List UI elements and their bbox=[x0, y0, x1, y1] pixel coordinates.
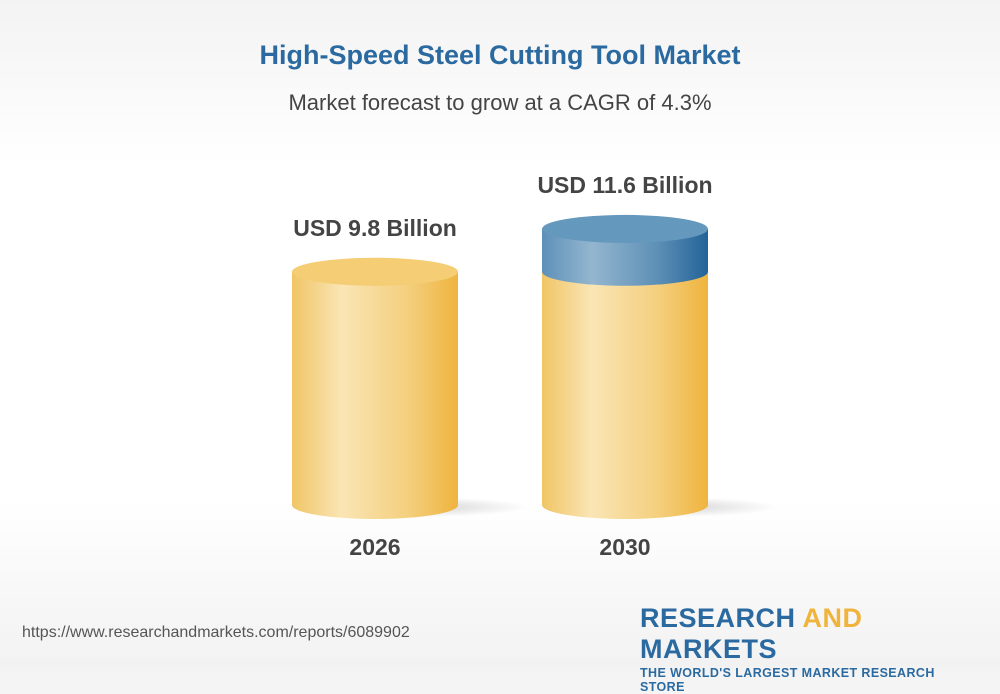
cylinder-top bbox=[542, 214, 708, 243]
x-tick-label: 2026 bbox=[349, 534, 400, 560]
chart-subtitle: Market forecast to grow at a CAGR of 4.3… bbox=[288, 90, 712, 115]
cylinder-body-2026 bbox=[292, 271, 458, 519]
research-and-markets-logo: RESEARCH AND MARKETS THE WORLD'S LARGEST… bbox=[640, 603, 935, 694]
cylinder-growth-segment bbox=[542, 228, 708, 286]
x-tick-label: 2030 bbox=[599, 534, 650, 560]
data-label: USD 11.6 Billion bbox=[537, 172, 712, 198]
cylinder-top bbox=[292, 257, 458, 286]
cylinder-body-2030 bbox=[542, 271, 708, 519]
cylinder-chart: USD 9.8 Billion 2026 USD 11.6 Billion 2030 bbox=[292, 172, 778, 560]
chart-title: High-Speed Steel Cutting Tool Market bbox=[259, 40, 741, 70]
data-label: USD 9.8 Billion bbox=[293, 215, 457, 241]
report-url[interactable]: https://www.researchandmarkets.com/repor… bbox=[22, 624, 410, 641]
